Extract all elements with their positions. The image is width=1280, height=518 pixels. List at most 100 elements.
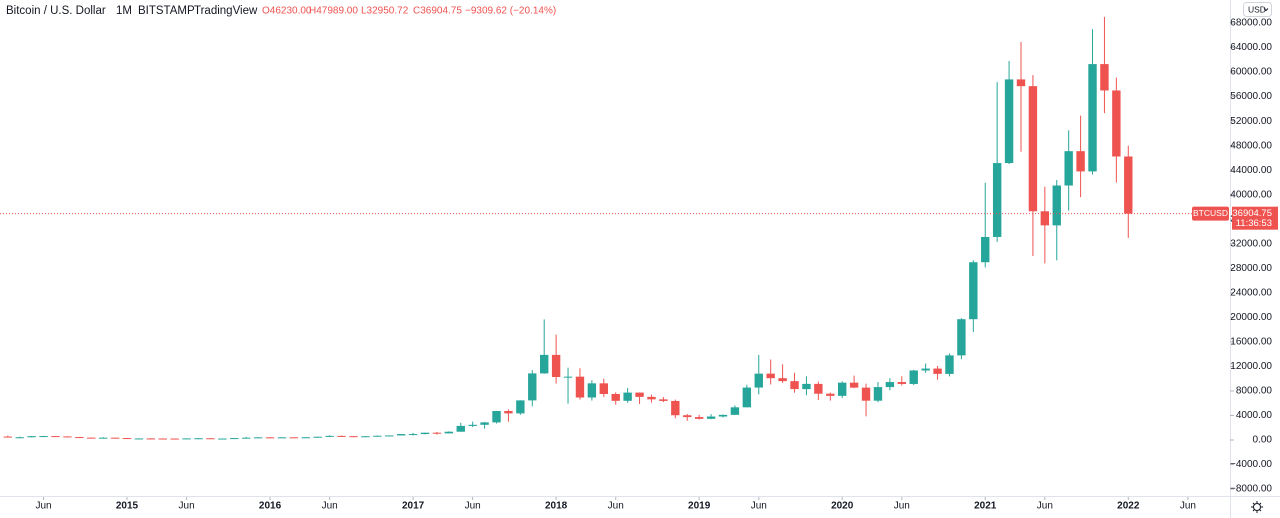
x-tick-label: Jun bbox=[894, 501, 910, 512]
candle-body bbox=[170, 438, 179, 440]
x-tick-label: 2019 bbox=[688, 501, 711, 512]
candle-body bbox=[540, 354, 549, 374]
y-tick-label: 60000.00 bbox=[1230, 67, 1272, 78]
x-tick-label: Jun bbox=[179, 501, 195, 512]
candle-body bbox=[897, 382, 906, 384]
currency-button[interactable]: USD bbox=[1243, 2, 1272, 17]
candle-body bbox=[110, 437, 120, 439]
candle-body bbox=[277, 437, 287, 439]
candle-body bbox=[754, 373, 763, 388]
candle-body bbox=[838, 382, 847, 396]
currency-box[interactable] bbox=[1243, 2, 1272, 17]
ohlc-high: H47989.00 bbox=[309, 6, 358, 17]
candle-body bbox=[790, 381, 799, 390]
candle-body bbox=[802, 383, 811, 390]
candle-body bbox=[528, 373, 537, 401]
candle-body bbox=[194, 438, 203, 440]
candle-body bbox=[230, 438, 239, 440]
candle-body bbox=[683, 415, 692, 418]
x-tick-label: 2021 bbox=[974, 501, 997, 512]
x-tick-label: Jun bbox=[465, 501, 481, 512]
candle-body bbox=[456, 425, 465, 432]
y-tick-label: 56000.00 bbox=[1230, 91, 1272, 102]
x-tick-label: Jun bbox=[1180, 501, 1196, 512]
x-tick-label: 2015 bbox=[116, 501, 139, 512]
x-tick-label: 2018 bbox=[545, 501, 568, 512]
x-tick-label: Jun bbox=[608, 501, 624, 512]
candle-body bbox=[15, 437, 24, 439]
candle-body bbox=[1040, 211, 1050, 226]
y-tick-label: 12000.00 bbox=[1230, 361, 1272, 372]
y-tick-label: 40000.00 bbox=[1230, 189, 1272, 200]
candle-body bbox=[718, 414, 728, 417]
gear[interactable] bbox=[1253, 503, 1261, 511]
symbol-tag bbox=[1192, 206, 1229, 221]
candle-body bbox=[1052, 185, 1061, 226]
y-tick-label: 68000.00 bbox=[1230, 18, 1272, 29]
candle-body bbox=[1100, 64, 1109, 91]
candle-body bbox=[98, 437, 108, 439]
candle-body bbox=[671, 400, 680, 416]
header: Bitcoin / U.S. Dollar 1M BITSTAMP Tradin… bbox=[6, 5, 556, 17]
candle-body bbox=[396, 434, 406, 436]
settings-icon[interactable] bbox=[1251, 501, 1263, 513]
candle-body bbox=[146, 438, 156, 440]
candle-body bbox=[861, 387, 871, 401]
candle-body bbox=[957, 319, 966, 356]
candle-body bbox=[75, 437, 84, 439]
y-tick-label: 16000.00 bbox=[1230, 337, 1272, 348]
candle-body bbox=[432, 432, 442, 434]
candle-body bbox=[1088, 64, 1097, 172]
candle-body bbox=[63, 436, 72, 438]
candle-body bbox=[575, 376, 585, 398]
candle-body bbox=[134, 438, 144, 440]
candle-body bbox=[873, 387, 883, 401]
x-tick-label: Jun bbox=[322, 501, 338, 512]
candle-body bbox=[1064, 151, 1073, 186]
candle-body bbox=[444, 431, 454, 434]
y-tick-label: 32000.00 bbox=[1230, 238, 1272, 249]
candle-body bbox=[182, 438, 191, 440]
candle-body bbox=[218, 438, 227, 440]
y-tick-label: 28000.00 bbox=[1230, 263, 1272, 274]
candle-body bbox=[659, 399, 668, 401]
ohlc-open: O46230.00 bbox=[262, 6, 312, 17]
currency-caret[interactable] bbox=[1263, 8, 1269, 12]
candles bbox=[3, 16, 1133, 440]
candle-body bbox=[325, 435, 334, 437]
candle-body bbox=[1016, 79, 1026, 87]
y-tick-label: 0.00 bbox=[1253, 435, 1273, 446]
candle-body bbox=[826, 393, 835, 396]
candle-body bbox=[635, 392, 644, 397]
candle-body bbox=[468, 424, 477, 426]
candle-body bbox=[814, 383, 823, 394]
candle-body bbox=[349, 436, 358, 438]
gear-teeth[interactable] bbox=[1251, 501, 1263, 513]
y-tick-label: 52000.00 bbox=[1230, 116, 1272, 127]
y-tick-label: 20000.00 bbox=[1230, 312, 1272, 323]
candle-body bbox=[122, 438, 132, 440]
candle-body bbox=[933, 368, 942, 374]
y-tick-label: −8000.00 bbox=[1230, 484, 1272, 495]
symbol-title: Bitcoin / U.S. Dollar bbox=[6, 5, 106, 17]
x-tick-label: 2020 bbox=[831, 501, 854, 512]
candle-body bbox=[39, 436, 48, 438]
x-tick-label: 2016 bbox=[259, 501, 282, 512]
candle-body bbox=[301, 437, 310, 439]
candle-body bbox=[3, 436, 12, 438]
candle-body bbox=[158, 438, 167, 440]
currency-label[interactable]: USD bbox=[1248, 4, 1266, 14]
candle-body bbox=[242, 437, 251, 439]
candle-body bbox=[647, 396, 656, 400]
candle-body bbox=[206, 438, 215, 440]
y-tick-label: −4000.00 bbox=[1230, 459, 1272, 470]
candle-body bbox=[778, 378, 787, 382]
candle-body bbox=[253, 437, 263, 439]
x-tick-label: Jun bbox=[751, 501, 767, 512]
candle-body bbox=[909, 370, 918, 384]
candle-body bbox=[480, 422, 489, 425]
candle-body bbox=[551, 354, 561, 378]
candle-body bbox=[1028, 86, 1038, 212]
candle-body bbox=[27, 436, 36, 438]
